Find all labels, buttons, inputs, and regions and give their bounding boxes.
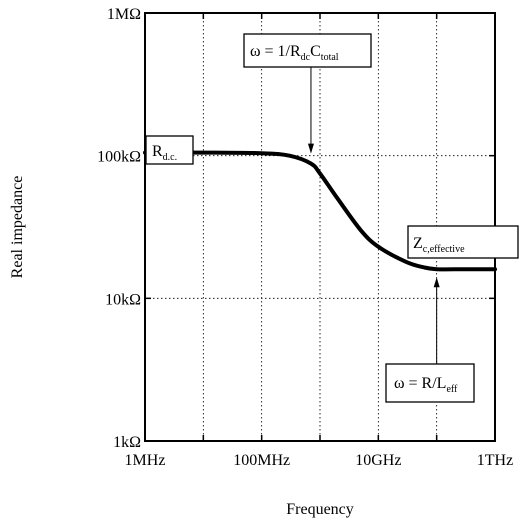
annotation-zc-box — [407, 225, 519, 259]
annotation-corner1-main: ω = 1/R — [250, 43, 301, 60]
annotation-rdc-text: Rd.c. — [152, 143, 177, 163]
x-tick-label-1: 100MHz — [233, 452, 290, 469]
x-tick-label-3: 1THz — [477, 452, 513, 469]
series-line-0 — [143, 150, 497, 272]
annotation-rdc-main: R — [152, 143, 163, 160]
y-tick-label-3: 1MΩ — [107, 6, 141, 23]
annotation-corner2-text: ω = R/Leff — [394, 375, 458, 395]
annotation-corner2-sub: eff — [446, 384, 458, 395]
x-tick-labels: 1MHz 100MHz 10GHz 1THz — [125, 452, 514, 469]
x-tick-label-2: 10GHz — [355, 452, 401, 469]
annotation-corner2-arrowhead — [433, 277, 440, 288]
y-tick-labels: 1kΩ 10kΩ 100kΩ 1MΩ — [97, 6, 141, 451]
annotation-corner1: ω = 1/RdcCtotal — [243, 33, 372, 154]
annotation-corner1-sub: dc — [301, 52, 311, 63]
annotation-corner1-text: ω = 1/RdcCtotal — [250, 43, 339, 63]
annotation-corner2-main: ω = R/L — [394, 375, 446, 392]
annotation-zc-sub: c,effective — [423, 244, 465, 255]
annotation-zc-text: Zc,effective — [413, 235, 465, 255]
x-axis-label: Frequency — [286, 501, 354, 518]
annotation-corner2: ω = R/Leff — [385, 277, 475, 403]
annotation-rdc-sub: d.c. — [163, 152, 177, 163]
annotation-rdc-box — [145, 135, 194, 165]
axis-ticks — [145, 12, 495, 442]
x-tick-label-0: 1MHz — [125, 452, 166, 469]
series — [143, 150, 497, 272]
y-axis-label: Real impedance — [9, 176, 26, 279]
annotation-corner1-main2: C — [310, 43, 321, 60]
annotation-zc-main: Z — [413, 235, 423, 252]
y-tick-label-2: 100kΩ — [97, 149, 141, 166]
annotation-corner1-arrowhead — [307, 143, 314, 154]
annotation-corner1-box — [243, 33, 372, 68]
annotation-zc: Zc,effective — [407, 225, 519, 259]
annotation-rdc: Rd.c. — [145, 135, 194, 165]
y-tick-label-0: 1kΩ — [113, 434, 141, 451]
annotation-corner2-box — [385, 363, 475, 403]
y-tick-label-1: 10kΩ — [105, 291, 141, 308]
annotation-corner1-sub2: total — [321, 52, 339, 63]
